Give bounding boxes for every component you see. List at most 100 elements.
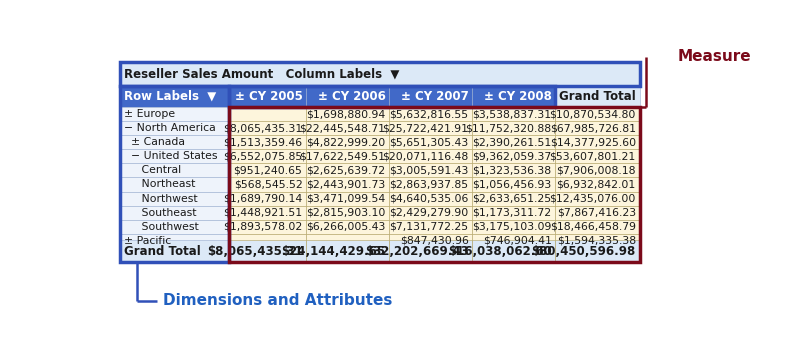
Bar	[120, 240, 230, 262]
Bar	[306, 86, 388, 107]
Bar	[230, 107, 639, 262]
Text: $1,173,311.72: $1,173,311.72	[472, 208, 551, 218]
Bar	[230, 135, 306, 149]
Bar	[472, 220, 555, 234]
Text: $24,144,429.65: $24,144,429.65	[281, 244, 385, 258]
Bar	[120, 206, 230, 220]
Text: $80,450,596.98: $80,450,596.98	[531, 244, 635, 258]
Text: $1,698,880.94: $1,698,880.94	[306, 109, 385, 119]
Bar	[306, 149, 388, 163]
Text: − North America: − North America	[124, 123, 216, 133]
Text: $8,065,435.31: $8,065,435.31	[207, 244, 302, 258]
Bar	[388, 107, 472, 121]
Bar	[555, 234, 639, 248]
Text: ± CY 2007: ± CY 2007	[401, 90, 468, 103]
Bar	[555, 121, 639, 135]
Text: $1,448,921.51: $1,448,921.51	[223, 208, 302, 218]
Text: ± Europe: ± Europe	[124, 109, 175, 119]
Text: Southeast: Southeast	[124, 208, 196, 218]
Bar	[120, 62, 639, 86]
Bar	[230, 192, 306, 206]
Text: $3,538,837.31: $3,538,837.31	[472, 109, 551, 119]
Bar	[120, 234, 230, 248]
Bar	[120, 107, 230, 121]
Text: $746,904.41: $746,904.41	[483, 236, 551, 246]
Text: $11,752,320.88: $11,752,320.88	[465, 123, 551, 133]
Text: $8,065,435.31: $8,065,435.31	[223, 123, 302, 133]
Text: $17,622,549.51: $17,622,549.51	[299, 151, 385, 161]
Bar	[306, 163, 388, 177]
Bar	[120, 163, 230, 177]
Text: $4,822,999.20: $4,822,999.20	[306, 137, 385, 147]
Bar	[120, 62, 639, 86]
Bar	[120, 149, 230, 163]
Text: $1,056,456.93: $1,056,456.93	[472, 179, 551, 190]
Bar	[472, 177, 555, 192]
Bar	[472, 121, 555, 135]
Text: $1,893,578.02: $1,893,578.02	[223, 222, 302, 232]
Bar	[555, 220, 639, 234]
Text: $2,863,937.85: $2,863,937.85	[389, 179, 468, 190]
Bar	[388, 149, 472, 163]
Text: $7,867,416.23: $7,867,416.23	[556, 208, 635, 218]
Text: Measure: Measure	[676, 49, 750, 64]
Bar	[388, 240, 472, 262]
Bar	[388, 135, 472, 149]
Bar	[388, 163, 472, 177]
Bar	[230, 234, 306, 248]
Text: $847,430.96: $847,430.96	[399, 236, 468, 246]
Bar	[230, 121, 306, 135]
Bar	[388, 206, 472, 220]
Text: $2,443,901.73: $2,443,901.73	[306, 179, 385, 190]
Text: Northwest: Northwest	[124, 194, 198, 204]
Bar	[120, 121, 230, 135]
Bar	[230, 86, 555, 107]
Bar	[555, 86, 639, 107]
Bar	[555, 240, 639, 262]
Bar	[230, 86, 306, 107]
Bar	[306, 192, 388, 206]
Text: Dimensions and Attributes: Dimensions and Attributes	[163, 293, 393, 308]
Text: $7,906,008.18: $7,906,008.18	[556, 165, 635, 175]
Bar	[388, 86, 472, 107]
Text: $3,005,591.43: $3,005,591.43	[388, 165, 468, 175]
Bar	[472, 86, 555, 107]
Bar	[306, 107, 388, 121]
Bar	[120, 177, 230, 192]
Text: $568,545.52: $568,545.52	[234, 179, 302, 190]
Text: $32,202,669.43: $32,202,669.43	[364, 244, 468, 258]
Bar	[472, 206, 555, 220]
Bar	[472, 240, 555, 262]
Text: ± CY 2005: ± CY 2005	[234, 90, 302, 103]
Bar	[230, 220, 306, 234]
Text: $53,607,801.21: $53,607,801.21	[549, 151, 635, 161]
Text: $7,131,772.25: $7,131,772.25	[389, 222, 468, 232]
Text: $2,625,639.72: $2,625,639.72	[306, 165, 385, 175]
Text: ± CY 2008: ± CY 2008	[483, 90, 551, 103]
Text: $12,435,076.00: $12,435,076.00	[549, 194, 635, 204]
Text: $4,640,535.06: $4,640,535.06	[388, 194, 468, 204]
Bar	[555, 149, 639, 163]
Bar	[555, 192, 639, 206]
Text: $10,870,534.80: $10,870,534.80	[549, 109, 635, 119]
Bar	[306, 234, 388, 248]
Text: $6,552,075.85: $6,552,075.85	[223, 151, 302, 161]
Bar	[120, 220, 230, 234]
Text: $16,038,062.60: $16,038,062.60	[448, 244, 551, 258]
Text: $2,429,279.90: $2,429,279.90	[388, 208, 468, 218]
Bar	[388, 121, 472, 135]
Bar	[306, 135, 388, 149]
Text: $1,689,790.14: $1,689,790.14	[223, 194, 302, 204]
Text: Grand Total: Grand Total	[124, 244, 200, 258]
Bar	[306, 220, 388, 234]
Text: Northeast: Northeast	[124, 179, 195, 190]
Bar	[472, 107, 555, 121]
Text: Central: Central	[124, 165, 181, 175]
Text: $1,594,335.38: $1,594,335.38	[556, 236, 635, 246]
Bar	[120, 86, 230, 262]
Text: $18,466,458.79: $18,466,458.79	[549, 222, 635, 232]
Bar	[120, 86, 230, 107]
Text: $9,362,059.37: $9,362,059.37	[472, 151, 551, 161]
Bar	[230, 206, 306, 220]
Text: $2,815,903.10: $2,815,903.10	[306, 208, 385, 218]
